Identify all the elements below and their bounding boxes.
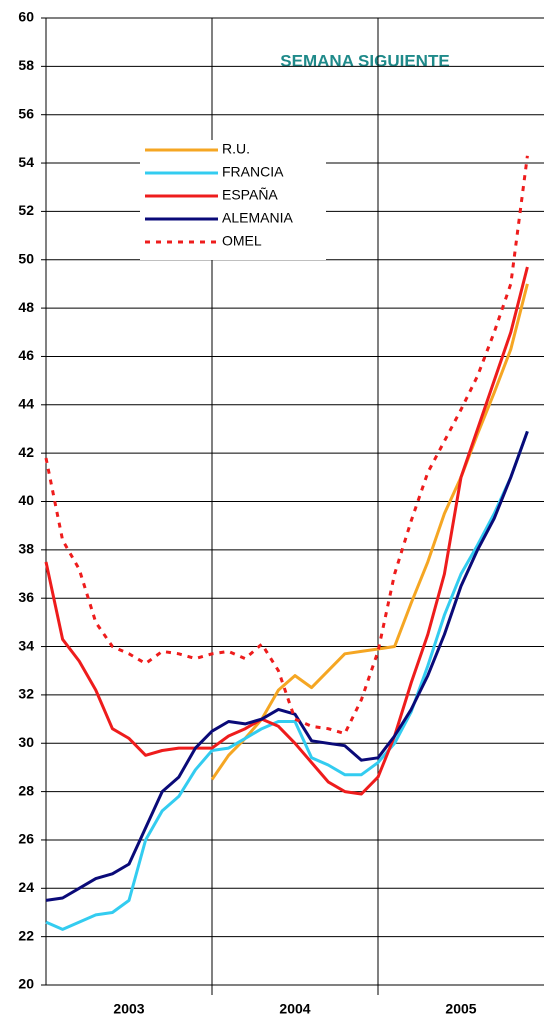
y-tick-label: 52	[18, 202, 34, 218]
legend-label: ESPAÑA	[222, 187, 278, 203]
legend-label: FRANCIA	[222, 164, 284, 180]
y-tick-label: 34	[18, 637, 34, 653]
y-tick-label: 50	[18, 250, 34, 266]
y-tick-label: 20	[18, 976, 34, 992]
y-tick-label: 30	[18, 734, 34, 750]
y-tick-label: 56	[18, 105, 34, 121]
y-tick-label: 54	[18, 154, 34, 170]
y-tick-label: 60	[18, 9, 34, 25]
y-tick-label: 36	[18, 589, 34, 605]
legend-box	[140, 140, 326, 260]
x-tick-label: 2004	[279, 1001, 310, 1017]
legend-label: ALEMANIA	[222, 210, 293, 226]
y-tick-label: 26	[18, 831, 34, 847]
y-tick-label: 48	[18, 299, 34, 315]
y-tick-label: 44	[18, 396, 34, 412]
x-tick-label: 2003	[113, 1001, 144, 1017]
y-tick-label: 24	[18, 879, 34, 895]
y-tick-label: 58	[18, 57, 34, 73]
series-line	[45, 430, 529, 931]
y-tick-label: 46	[18, 347, 34, 363]
chart-title: SEMANA SIGUIENTE	[280, 51, 449, 70]
series-line	[210, 283, 529, 781]
series-line	[45, 430, 529, 902]
legend-label: OMEL	[222, 233, 262, 249]
y-tick-label: 40	[18, 492, 34, 508]
y-tick-label: 32	[18, 686, 34, 702]
y-tick-label: 42	[18, 444, 34, 460]
x-tick-label: 2005	[445, 1001, 476, 1017]
y-tick-label: 28	[18, 782, 34, 798]
y-tick-label: 22	[18, 927, 34, 943]
legend-label: R.U.	[222, 141, 250, 157]
series-line	[44, 266, 529, 796]
y-tick-label: 38	[18, 541, 34, 557]
